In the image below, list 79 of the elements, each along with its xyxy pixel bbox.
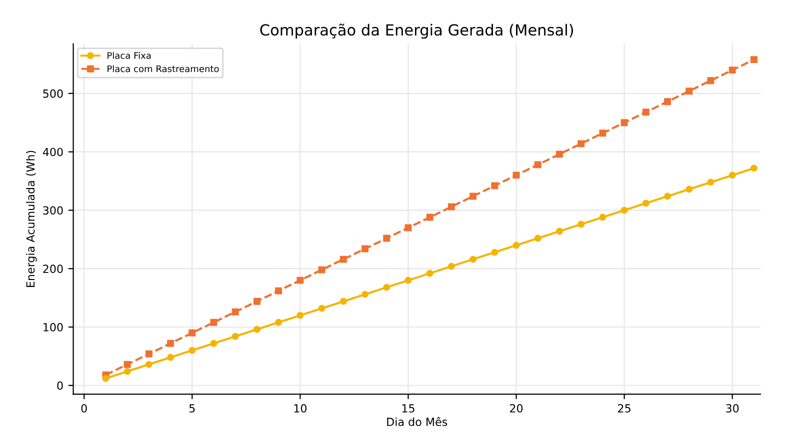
point <box>296 312 304 319</box>
point <box>210 340 218 347</box>
y-tick-label: 0 <box>57 381 63 390</box>
point <box>124 360 131 368</box>
point <box>426 270 434 277</box>
point <box>728 172 736 179</box>
y-tick-label: 300 <box>43 206 63 215</box>
point <box>470 192 477 200</box>
point <box>404 224 412 232</box>
point <box>512 172 520 179</box>
x-tick-label: 20 <box>510 404 523 413</box>
x-tick-label: 5 <box>189 404 195 413</box>
x-tick-label: 0 <box>81 404 87 413</box>
point <box>124 368 131 375</box>
point <box>253 326 260 333</box>
point <box>340 298 347 305</box>
point <box>556 150 563 158</box>
point <box>383 284 390 291</box>
point <box>145 350 152 358</box>
x-tick-label: 30 <box>726 404 739 413</box>
point <box>275 318 282 326</box>
point <box>664 98 671 106</box>
point <box>296 276 304 284</box>
point <box>599 130 606 137</box>
point <box>642 108 650 116</box>
x-tick-label: 25 <box>618 404 630 413</box>
point <box>664 192 671 200</box>
point <box>253 298 260 305</box>
y-tick-label: 400 <box>42 148 63 156</box>
point <box>491 182 498 190</box>
point <box>362 290 368 298</box>
point <box>448 203 455 210</box>
point <box>599 214 606 221</box>
point <box>620 206 628 214</box>
point <box>578 220 585 228</box>
point <box>642 200 650 207</box>
point <box>362 245 368 252</box>
y-tick-label: 500 <box>43 89 63 98</box>
y-axis-title: Energia Acumulada (Wh) <box>26 150 37 287</box>
point <box>383 234 390 242</box>
y-tick-label: 200 <box>43 264 63 274</box>
point <box>686 88 693 95</box>
point <box>188 329 196 336</box>
point <box>728 66 736 74</box>
point <box>318 304 326 312</box>
point <box>167 354 174 361</box>
point <box>275 287 282 294</box>
point <box>750 56 758 64</box>
chart-title: Comparação da Energia Gerada (Mensal) <box>260 24 574 39</box>
point <box>512 242 520 249</box>
point <box>556 228 563 235</box>
point <box>448 262 455 270</box>
x-tick-label: 15 <box>402 404 414 413</box>
point <box>620 119 628 126</box>
legend-label: Placa com Rastreamento <box>108 65 219 72</box>
point <box>318 266 326 274</box>
y-tick-label: 100 <box>44 323 63 332</box>
point <box>707 77 714 84</box>
point <box>102 374 110 382</box>
point <box>470 256 477 263</box>
point <box>686 186 693 193</box>
point <box>534 161 542 168</box>
x-axis-title: Dia do Mês <box>387 417 448 426</box>
x-tick-label: 10 <box>294 404 306 413</box>
point <box>534 234 542 242</box>
point <box>404 276 412 284</box>
point <box>578 140 585 148</box>
point <box>145 360 152 368</box>
point <box>750 164 758 172</box>
point <box>491 248 498 256</box>
legend-label: Placa Fixa <box>108 52 151 59</box>
point <box>167 340 174 347</box>
point <box>232 332 239 340</box>
point <box>188 346 196 354</box>
point <box>707 178 714 186</box>
point <box>210 318 218 326</box>
point <box>340 256 347 263</box>
point <box>426 214 434 221</box>
point <box>232 308 239 316</box>
